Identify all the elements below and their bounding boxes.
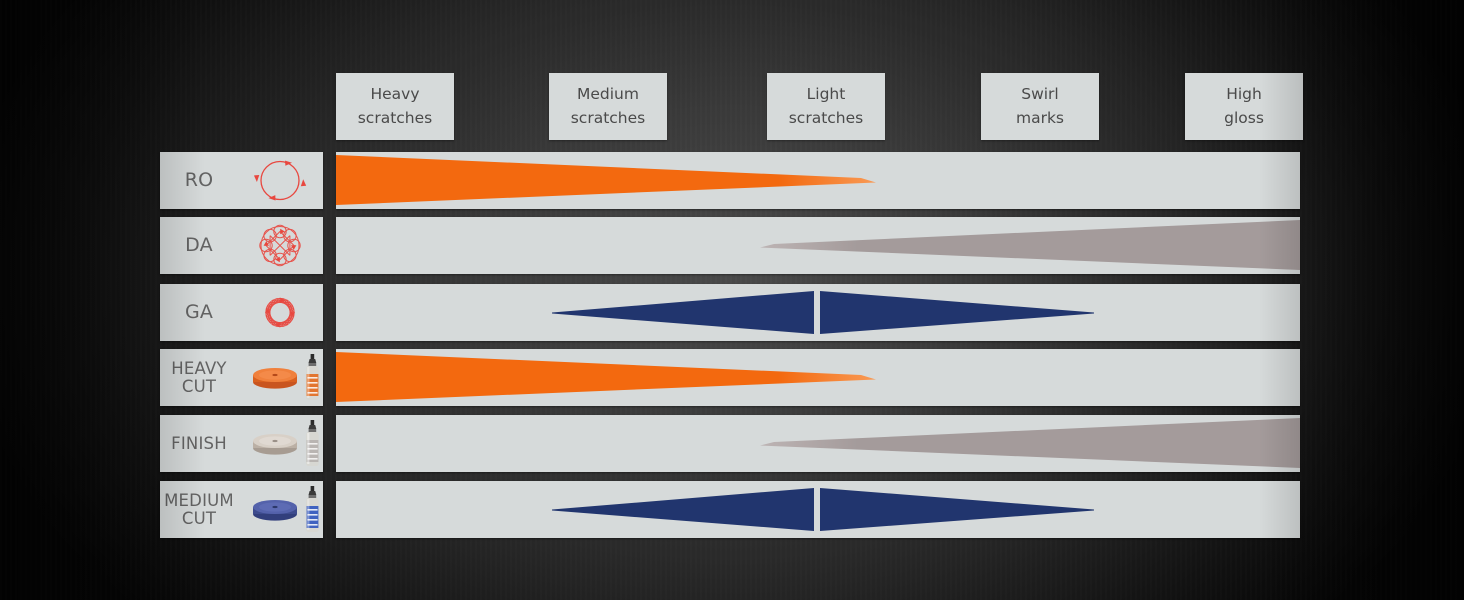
bottle-illustration bbox=[306, 486, 319, 532]
orange-polishing-pad-icon bbox=[238, 349, 323, 406]
column-header-line1: Medium bbox=[577, 85, 639, 104]
column-header-medium-scratches[interactable]: Medium scratches bbox=[549, 73, 667, 140]
dual-action-motion-icon bbox=[238, 217, 323, 274]
bottle-illustration bbox=[306, 354, 319, 400]
bar-track-ro bbox=[336, 152, 1300, 209]
bar-track-ga bbox=[336, 284, 1300, 341]
column-header-line2: scratches bbox=[357, 108, 433, 127]
row-label-text: FINISH bbox=[171, 433, 227, 453]
bar-track-finish bbox=[336, 415, 1300, 472]
row-label-da[interactable]: DA bbox=[160, 217, 323, 274]
row-label-finish[interactable]: FINISH bbox=[160, 415, 323, 472]
column-header-high-gloss[interactable]: High gloss bbox=[1185, 73, 1303, 140]
pad-illustration bbox=[253, 434, 297, 455]
rotary-motion-icon bbox=[238, 152, 323, 209]
row-label-medium-cut[interactable]: MEDIUM CUT bbox=[160, 481, 323, 538]
bar-ga bbox=[552, 291, 1094, 334]
column-header-line2: scratches bbox=[788, 108, 864, 127]
bar-heavy-cut bbox=[336, 352, 876, 402]
column-header-light-scratches[interactable]: Light scratches bbox=[767, 73, 885, 140]
bar-da bbox=[760, 220, 1300, 270]
row-label-text: RO bbox=[184, 169, 214, 192]
row-label-text-line1: MEDIUM bbox=[164, 490, 234, 510]
bar-ro bbox=[336, 155, 876, 205]
row-label-heavy-cut[interactable]: HEAVY CUT bbox=[160, 349, 323, 406]
row-label-ga[interactable]: GA bbox=[160, 284, 323, 341]
column-header-line1: Swirl bbox=[1021, 85, 1059, 104]
bar-finish bbox=[760, 418, 1300, 468]
column-header-line2: marks bbox=[1015, 108, 1065, 127]
row-label-text: GA bbox=[184, 301, 214, 324]
column-header-line1: Heavy bbox=[370, 85, 420, 104]
pad-illustration bbox=[253, 368, 297, 389]
column-header-line1: High bbox=[1226, 85, 1262, 104]
bar-track-da bbox=[336, 217, 1300, 274]
row-label-text-line2: CUT bbox=[181, 508, 217, 528]
gear-action-motion-icon bbox=[238, 284, 323, 341]
column-header-heavy-scratches[interactable]: Heavy scratches bbox=[336, 73, 454, 140]
bar-track-heavy-cut bbox=[336, 349, 1300, 406]
bottle-illustration bbox=[306, 420, 319, 466]
column-header-line2: scratches bbox=[570, 108, 646, 127]
row-label-text: DA bbox=[185, 234, 213, 257]
column-header-line2: gloss bbox=[1224, 108, 1264, 127]
white-polishing-pad-icon bbox=[238, 415, 323, 472]
column-header-line1: Light bbox=[806, 85, 846, 104]
row-label-text-line1: HEAVY bbox=[171, 358, 227, 378]
column-header-swirl-marks[interactable]: Swirl marks bbox=[981, 73, 1099, 140]
row-label-text-line2: CUT bbox=[181, 376, 217, 396]
pad-illustration bbox=[253, 500, 297, 521]
blue-polishing-pad-icon bbox=[238, 481, 323, 538]
row-label-ro[interactable]: RO bbox=[160, 152, 323, 209]
bar-track-medium-cut bbox=[336, 481, 1300, 538]
bar-medium-cut bbox=[552, 488, 1094, 531]
